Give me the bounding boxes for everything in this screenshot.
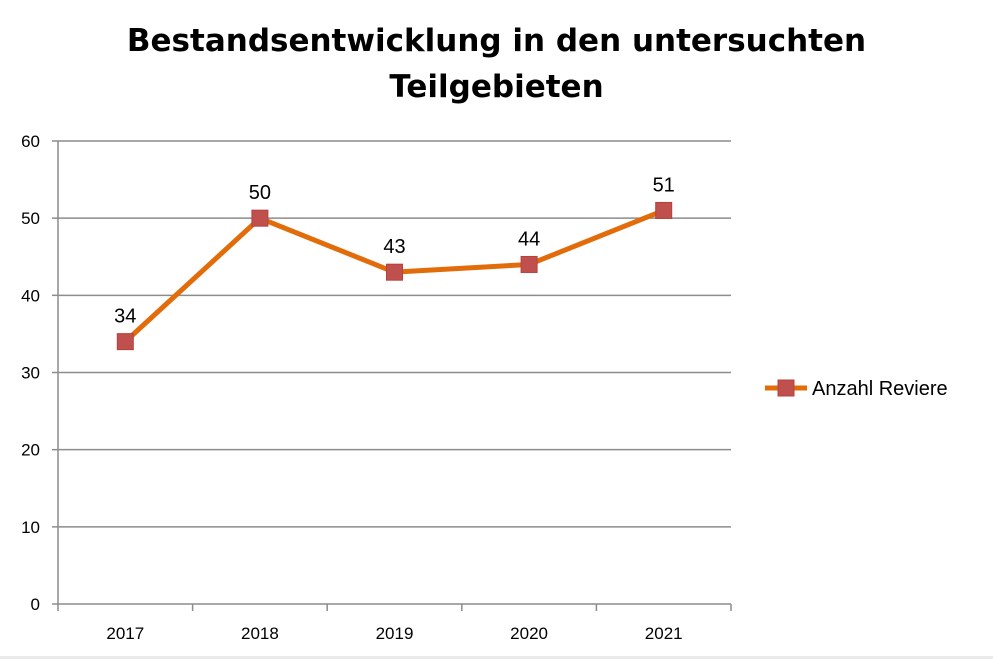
y-tick-label: 50	[21, 209, 40, 228]
data-label: 34	[114, 306, 136, 328]
x-tick-label: 2019	[376, 624, 414, 643]
x-tick-label: 2018	[241, 624, 279, 643]
data-point-marker	[386, 263, 403, 281]
y-tick-label: 30	[21, 364, 40, 383]
legend-label: Anzahl Reviere	[812, 378, 948, 400]
y-tick-label: 0	[31, 595, 40, 614]
data-label: 43	[383, 236, 405, 258]
bottom-divider	[0, 656, 993, 659]
chart-title-line-1: Bestandsentwicklung in den untersuchten	[126, 23, 867, 59]
data-point-marker	[655, 201, 673, 219]
chart-title-line-2: Teilgebieten	[389, 69, 604, 105]
data-point-marker	[251, 209, 269, 227]
legend-marker-swatch	[777, 379, 795, 397]
x-tick-label: 2017	[106, 624, 144, 643]
x-tick-label: 2021	[645, 624, 683, 643]
y-tick-label: 40	[21, 286, 40, 305]
data-point-marker	[520, 255, 538, 273]
data-label: 44	[518, 228, 540, 250]
data-label: 51	[653, 174, 675, 196]
x-tick-label: 2020	[510, 624, 548, 643]
chart-title: Bestandsentwicklung in den untersuchten …	[0, 18, 993, 110]
data-point-marker	[116, 333, 134, 351]
y-tick-label: 20	[21, 441, 40, 460]
y-tick-label: 60	[21, 132, 40, 151]
y-tick-label: 10	[21, 518, 40, 537]
data-label: 50	[249, 182, 271, 204]
